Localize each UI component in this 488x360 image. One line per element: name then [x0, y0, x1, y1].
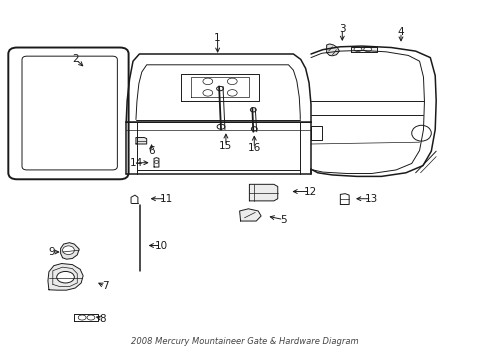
Text: 14: 14 — [129, 158, 142, 168]
Text: 12: 12 — [303, 186, 317, 197]
Text: 7: 7 — [102, 281, 108, 291]
Text: 10: 10 — [155, 240, 167, 251]
Text: 16: 16 — [247, 143, 261, 153]
Text: 13: 13 — [364, 194, 378, 204]
Ellipse shape — [411, 125, 430, 141]
Text: 2: 2 — [72, 54, 79, 64]
Polygon shape — [249, 184, 277, 201]
Polygon shape — [48, 264, 83, 290]
Ellipse shape — [217, 124, 224, 129]
Text: 1: 1 — [214, 33, 221, 43]
Ellipse shape — [62, 246, 74, 255]
Text: 6: 6 — [148, 146, 155, 156]
Ellipse shape — [154, 161, 158, 163]
Polygon shape — [136, 138, 146, 144]
Ellipse shape — [227, 78, 237, 85]
Text: 15: 15 — [219, 141, 232, 151]
Ellipse shape — [250, 108, 256, 112]
Ellipse shape — [203, 90, 212, 96]
Text: 4: 4 — [397, 27, 404, 37]
Ellipse shape — [216, 86, 223, 91]
Text: 2008 Mercury Mountaineer Gate & Hardware Diagram: 2008 Mercury Mountaineer Gate & Hardware… — [130, 337, 358, 346]
Text: 5: 5 — [280, 215, 286, 225]
Ellipse shape — [57, 271, 74, 283]
Polygon shape — [239, 209, 261, 221]
Ellipse shape — [78, 315, 86, 320]
Text: 3: 3 — [338, 24, 345, 34]
FancyBboxPatch shape — [8, 48, 128, 179]
Text: 11: 11 — [159, 194, 173, 204]
FancyBboxPatch shape — [22, 56, 117, 170]
Ellipse shape — [353, 47, 361, 51]
Text: 8: 8 — [99, 314, 106, 324]
Ellipse shape — [203, 78, 212, 85]
Ellipse shape — [251, 127, 257, 131]
Polygon shape — [61, 243, 79, 259]
Polygon shape — [326, 44, 339, 56]
Polygon shape — [350, 47, 376, 52]
Text: 9: 9 — [48, 247, 55, 257]
Ellipse shape — [87, 315, 95, 320]
Ellipse shape — [227, 90, 237, 96]
Ellipse shape — [363, 47, 371, 51]
